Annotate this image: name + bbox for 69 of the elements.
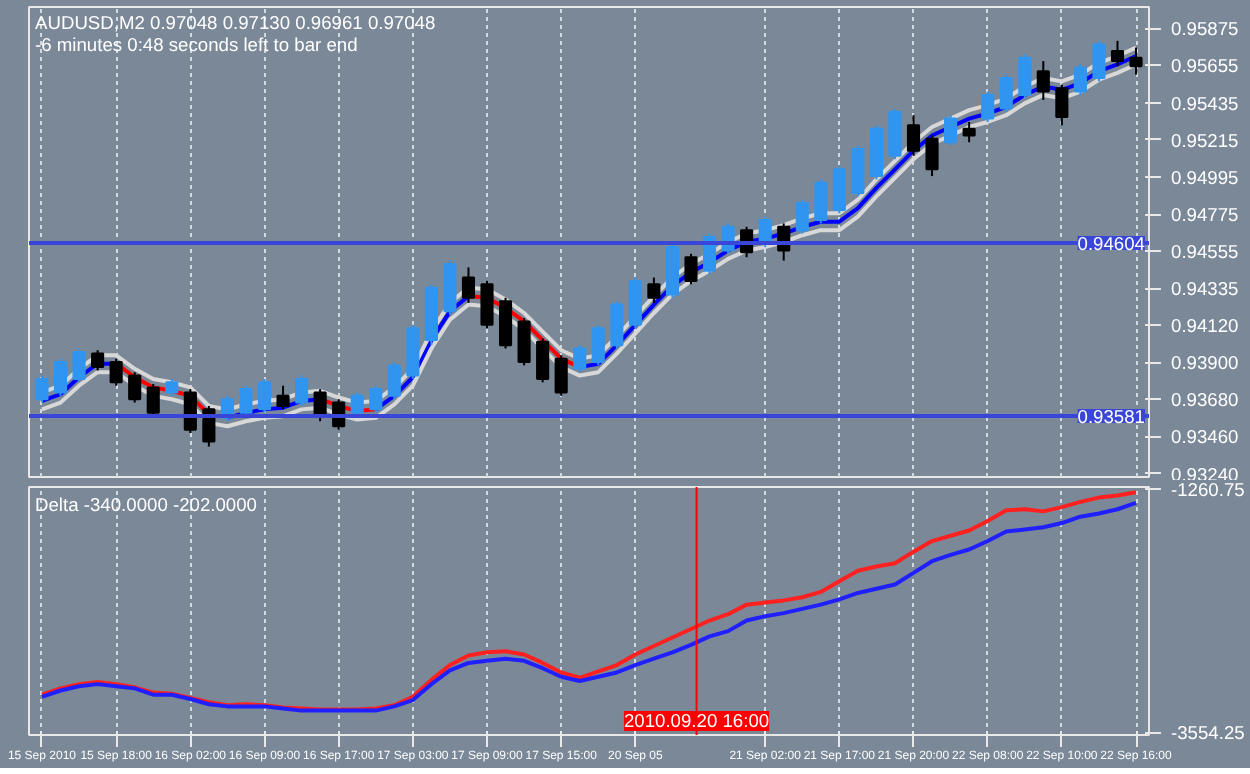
y-tick-label: 0.94120 [1171,315,1239,336]
y-tick-label: 0.93460 [1171,427,1239,448]
candlestick [536,337,550,384]
candlestick [369,384,383,414]
y-tick-label: 0.95435 [1171,93,1239,114]
chart-title: AUDUSD,M2 0.97048 0.97130 0.96961 0.97048 [35,13,436,33]
y-tick-label: 0.94335 [1171,279,1239,300]
candlestick [461,266,476,304]
candlestick [832,164,846,215]
candlestick [814,178,828,225]
candlestick [109,357,123,387]
candlestick [962,120,976,144]
candlestick [1129,46,1143,76]
candlestick [480,279,494,330]
y-tick-label: -3554.25 [1171,723,1245,744]
candlestick [387,361,401,401]
candlestick [554,354,568,397]
candlestick [999,73,1013,113]
candlestick [1036,60,1050,101]
candlestick [925,134,939,178]
candlestick [628,276,642,330]
candlestick [146,383,160,418]
candlestick [647,276,661,304]
candlestick [851,144,865,198]
candlestick [665,242,680,299]
candlestick [1092,39,1106,83]
ref-line-label: 0.93581 [1077,406,1146,427]
y-tick-label: 0.94775 [1171,205,1239,226]
candlestick [1055,83,1069,127]
annotation: 2010.09.20 16:00 [623,711,770,731]
candlestick [257,377,272,414]
chart-title: Delta -340.0000 -202.0000 [35,495,257,515]
candlestick [906,114,921,157]
candlestick [183,388,197,435]
candlestick [1018,53,1032,100]
candlestick [72,347,86,384]
candlestick [1110,39,1125,68]
candlestick [981,90,995,123]
candlestick [239,384,253,418]
y-tick-label: 0.93240 [1171,464,1239,485]
candlestick [91,349,105,372]
text: -6 minutes 0:48 seconds left to bar end [35,35,358,55]
candlestick [517,317,531,367]
candlestick [944,114,958,147]
y-tick-label: -1260.75 [1171,480,1245,501]
candlestick [795,198,809,235]
candlestick [869,124,883,181]
y-tick-label: 0.93900 [1171,353,1239,374]
candlestick [295,374,309,407]
y-tick-label: 0.95655 [1171,56,1239,77]
candlestick [406,323,420,380]
candlestick [684,252,698,286]
candlestick [128,371,142,404]
y-tick-label: 0.95875 [1171,19,1239,40]
candlestick [276,384,290,411]
candlestick [498,296,513,350]
candlestick [53,357,68,397]
candlestick [610,300,624,350]
candlestick [888,107,902,161]
y-tick-label: 0.94555 [1171,242,1239,263]
candlestick [443,259,457,316]
candlestick [1073,63,1087,96]
candlestick [573,344,587,374]
y-tick-label: 0.95215 [1171,130,1239,151]
candlestick [591,323,605,367]
y-tick-label: 0.93680 [1171,390,1239,411]
y-tick-label: 0.94995 [1171,167,1239,188]
candlestick [35,374,49,404]
ref-line-label: 0.94604 [1077,234,1146,255]
